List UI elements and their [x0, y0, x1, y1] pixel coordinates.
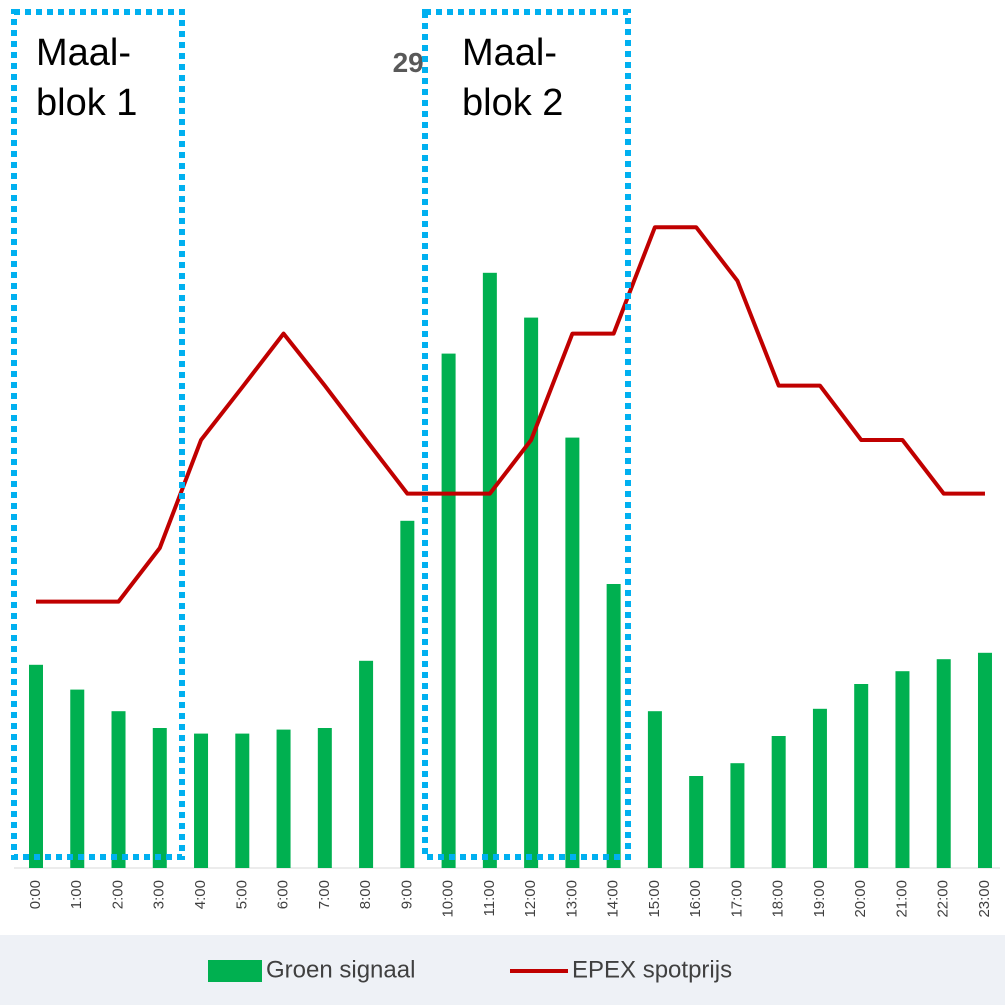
legend-label: Groen signaal	[266, 956, 415, 983]
x-tick-label: 16:00	[687, 880, 704, 918]
x-tick-label: 1:00	[68, 880, 85, 909]
x-tick-label: 4:00	[192, 880, 209, 909]
x-tick-label: 6:00	[275, 880, 292, 909]
x-tick-label: 2:00	[109, 880, 126, 909]
bar	[606, 584, 621, 868]
bar	[812, 708, 827, 868]
x-tick-label: 10:00	[440, 880, 457, 918]
bar	[936, 659, 951, 868]
x-tick-label: 18:00	[770, 880, 787, 918]
x-tick-label: 14:00	[605, 880, 622, 918]
x-tick-label: 9:00	[398, 880, 415, 909]
legend-band	[0, 935, 1005, 1005]
bar	[771, 736, 786, 868]
x-tick-label: 5:00	[233, 880, 250, 909]
x-tick-label: 13:00	[563, 880, 580, 918]
bar	[235, 733, 250, 868]
bar	[29, 664, 43, 868]
x-tick-label: 11:00	[481, 880, 498, 916]
line	[36, 225, 985, 604]
x-tick-label: 17:00	[728, 880, 745, 918]
legend-swatch	[208, 960, 262, 982]
bar	[359, 660, 374, 868]
annotation-text: Maal-	[462, 32, 557, 74]
bar	[895, 671, 910, 868]
bar	[482, 272, 497, 868]
annotation-bg	[14, 12, 182, 130]
bar	[194, 733, 209, 868]
bar	[524, 317, 539, 869]
bar	[854, 684, 869, 868]
bar	[689, 776, 704, 868]
bar	[276, 729, 291, 868]
annotation-bg	[425, 12, 628, 130]
bar	[647, 711, 662, 868]
bar	[317, 728, 332, 868]
x-tick-label: 22:00	[935, 880, 952, 918]
x-tick-label: 23:00	[976, 880, 993, 918]
x-tick-label: 12:00	[522, 880, 539, 918]
bar	[400, 520, 415, 868]
x-tick-label: 8:00	[357, 880, 374, 909]
x-tick-label: 3:00	[151, 880, 168, 909]
annotation-text: blok 2	[462, 82, 563, 124]
x-tick-label: 15:00	[646, 880, 663, 918]
bar	[977, 652, 992, 868]
annotation-box	[422, 9, 631, 860]
bar	[441, 353, 456, 869]
bar	[111, 711, 126, 868]
bar	[565, 437, 580, 868]
x-tick-label: 7:00	[316, 880, 333, 909]
annotation-text: blok 1	[36, 82, 137, 124]
bar	[70, 689, 85, 868]
x-tick-label: 20:00	[852, 880, 869, 918]
annotation-text: Maal-	[36, 32, 131, 74]
bar	[730, 763, 745, 868]
x-tick-label: 0:00	[27, 880, 44, 909]
x-tick-label: 21:00	[893, 880, 910, 918]
legend-label: EPEX spotprijs	[572, 956, 732, 983]
x-tick-label: 19:00	[811, 880, 828, 918]
bar	[152, 728, 167, 868]
